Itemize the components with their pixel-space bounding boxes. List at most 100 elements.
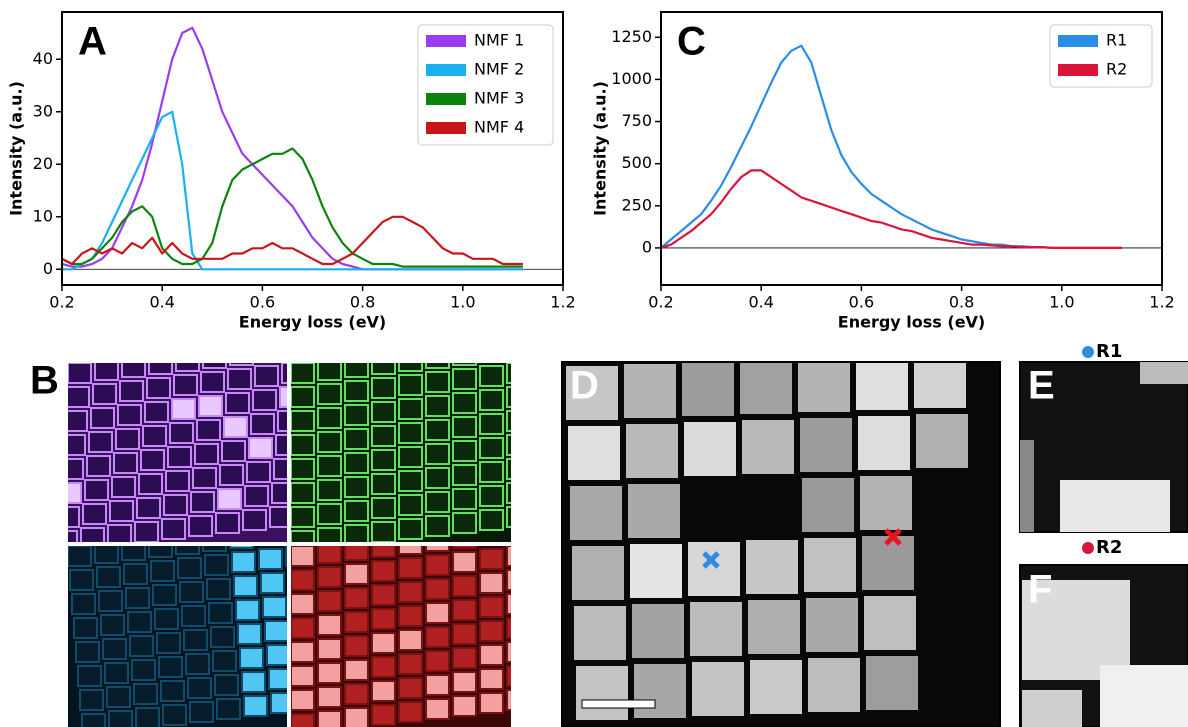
tile (632, 604, 684, 658)
tile (506, 593, 511, 615)
blob (1022, 690, 1082, 727)
tile (111, 476, 136, 498)
tile (371, 632, 396, 654)
tile (371, 401, 396, 423)
tile (215, 512, 240, 534)
tile (506, 482, 511, 504)
tile (317, 614, 342, 636)
tile (73, 617, 98, 639)
tile (242, 509, 267, 531)
tile (371, 363, 396, 375)
tile (317, 407, 342, 429)
tile (142, 425, 167, 447)
tile (452, 695, 477, 717)
tile (219, 464, 244, 486)
tile (317, 566, 342, 588)
tile (566, 366, 618, 420)
tile (98, 590, 123, 612)
x-tick-label: 1.2 (550, 293, 575, 312)
tile (344, 363, 369, 378)
series-line (61, 215, 523, 266)
tile (452, 488, 477, 510)
tile (344, 563, 369, 585)
tile (624, 364, 676, 418)
tile (344, 404, 369, 426)
tile (479, 485, 504, 507)
tile (317, 431, 342, 453)
tile (81, 713, 106, 727)
tile (167, 446, 192, 468)
tile (344, 452, 369, 474)
x-tick-label: 0.2 (648, 293, 673, 312)
blob (1020, 440, 1034, 532)
tile (248, 437, 273, 459)
tile (208, 602, 233, 624)
tile (69, 569, 94, 591)
tile (262, 596, 287, 618)
legend-box (417, 24, 554, 146)
tile (507, 339, 530, 359)
tile (291, 458, 315, 480)
tile (371, 656, 396, 678)
y-axis-label: Intensity (a.u.) (591, 81, 610, 216)
tile (682, 362, 734, 416)
tile (264, 620, 287, 642)
tile (452, 440, 477, 462)
tile (160, 680, 185, 702)
x-axis-label: Energy loss (eV) (239, 313, 386, 332)
y-tick-label: 250 (621, 195, 652, 214)
tile (398, 581, 423, 603)
tile (104, 662, 129, 684)
tile (273, 458, 287, 480)
tile (452, 392, 477, 414)
tile (866, 656, 918, 710)
legend-swatch (426, 93, 466, 105)
tile (398, 653, 423, 675)
tile (177, 557, 202, 579)
tile (344, 546, 369, 561)
panel-letter: E (1028, 364, 1055, 408)
tile (317, 662, 342, 684)
tile (173, 374, 198, 396)
tile (344, 683, 369, 705)
marker-dot (1082, 346, 1094, 358)
tile (75, 641, 100, 663)
tile (317, 455, 342, 477)
tile (479, 548, 504, 570)
tile (740, 362, 792, 414)
tile (750, 660, 802, 714)
tile (425, 650, 450, 672)
tile (806, 598, 858, 652)
tile (123, 563, 148, 585)
tile (291, 506, 315, 528)
tile (106, 686, 131, 708)
tile (189, 701, 214, 723)
tile (131, 659, 156, 681)
tile (692, 662, 744, 716)
tile (68, 506, 80, 528)
legend-box (1049, 24, 1153, 88)
tile (200, 371, 225, 393)
tile (479, 365, 504, 387)
tile (127, 611, 152, 633)
tile (150, 560, 175, 582)
tile (371, 560, 396, 582)
blob (1100, 665, 1188, 727)
tile (398, 363, 423, 372)
tile (452, 368, 477, 390)
tile (371, 425, 396, 447)
micrograph (68, 363, 287, 542)
tile (291, 713, 315, 727)
tile (210, 626, 235, 648)
legend-swatch (426, 35, 466, 47)
tile (194, 443, 219, 465)
tile (169, 422, 194, 444)
tile (291, 434, 315, 456)
tile (746, 540, 798, 594)
tile (425, 395, 450, 417)
tile (140, 449, 165, 471)
tile (398, 374, 423, 396)
tile (121, 363, 146, 378)
tile (162, 704, 187, 726)
x-tick-label: 0.8 (949, 293, 974, 312)
